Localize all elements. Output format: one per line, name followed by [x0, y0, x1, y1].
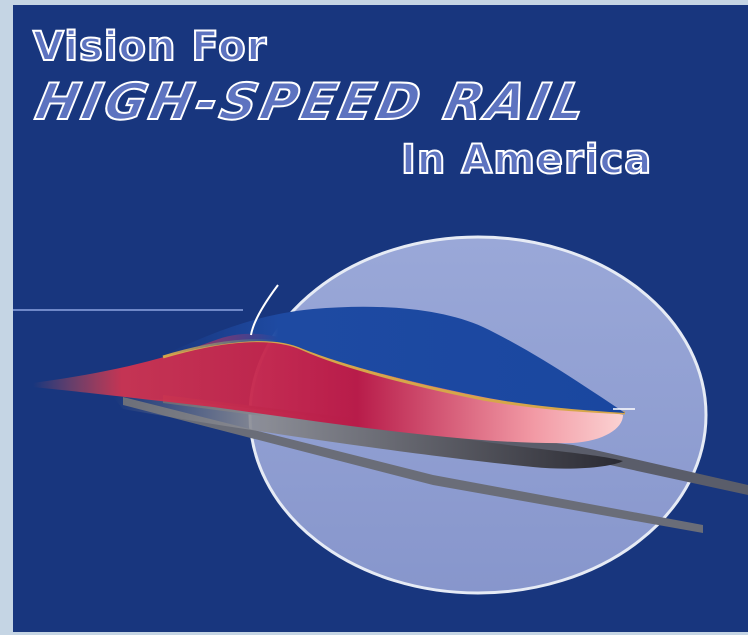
train-illustration [13, 235, 748, 595]
train-roof [163, 306, 625, 413]
poster: Vision For HIGH-SPEED RAIL In America [13, 5, 748, 632]
title-vision-for: Vision For [32, 24, 268, 70]
train-skirt [113, 397, 623, 469]
rail-lower [123, 397, 703, 533]
ellipse-rim [250, 284, 279, 336]
title-in-america: In America [400, 137, 653, 183]
train-body [33, 333, 623, 444]
title-high-speed-rail: HIGH-SPEED RAIL [30, 72, 596, 132]
